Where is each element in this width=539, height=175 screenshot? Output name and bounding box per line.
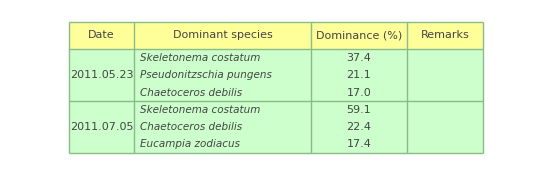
Text: 22.4: 22.4 [347, 122, 371, 132]
Text: 21.1: 21.1 [347, 70, 371, 80]
Text: Eucampia zodiacus: Eucampia zodiacus [140, 139, 240, 149]
Text: 59.1: 59.1 [347, 105, 371, 115]
Bar [70, 22, 134, 49]
Bar [406, 101, 483, 153]
Bar [312, 22, 406, 49]
Text: Chaetoceros debilis: Chaetoceros debilis [140, 88, 242, 97]
Bar [70, 49, 134, 101]
Text: Dominance (%): Dominance (%) [316, 30, 402, 40]
Text: Chaetoceros debilis: Chaetoceros debilis [140, 122, 242, 132]
Text: Skeletonema costatum: Skeletonema costatum [140, 53, 260, 63]
Text: Remarks: Remarks [420, 30, 469, 40]
Text: 2011.05.23: 2011.05.23 [70, 70, 133, 80]
Bar [70, 101, 134, 153]
Bar [406, 49, 483, 101]
Text: 2011.07.05: 2011.07.05 [70, 122, 133, 132]
Text: Pseudonitzschia pungens: Pseudonitzschia pungens [140, 70, 272, 80]
Text: 17.0: 17.0 [347, 88, 371, 97]
Bar [134, 101, 312, 153]
Text: Skeletonema costatum: Skeletonema costatum [140, 105, 260, 115]
Bar [312, 49, 406, 101]
Bar [134, 22, 312, 49]
Text: Dominant species: Dominant species [172, 30, 272, 40]
Text: 17.4: 17.4 [347, 139, 371, 149]
Text: 37.4: 37.4 [347, 53, 371, 63]
Text: Date: Date [88, 30, 115, 40]
Bar [134, 49, 312, 101]
Bar [406, 22, 483, 49]
Bar [312, 101, 406, 153]
